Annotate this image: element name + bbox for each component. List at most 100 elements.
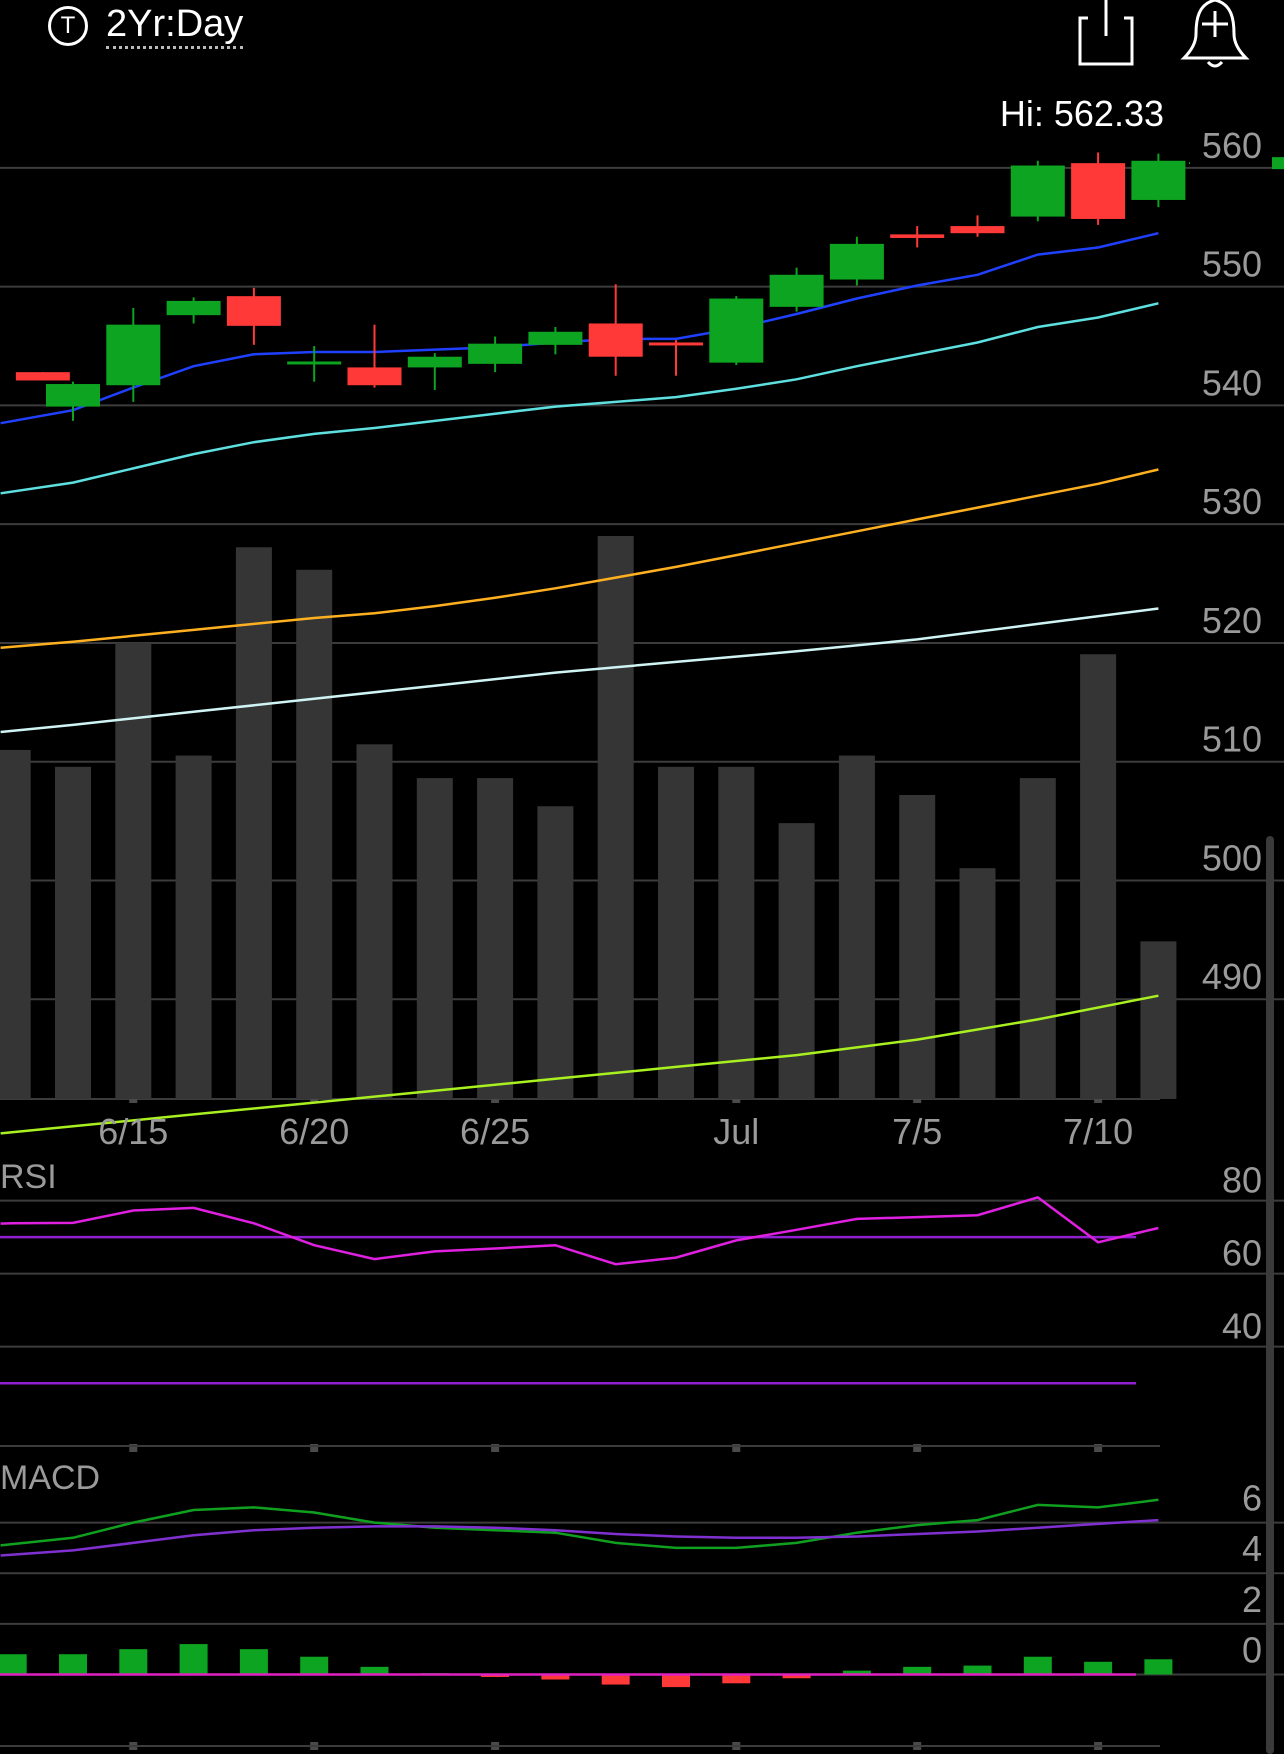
rsi-axis-label: 40: [1222, 1306, 1262, 1347]
volume-bar: [115, 642, 152, 1099]
volume-bar: [899, 794, 936, 1099]
macd-histogram-bar: [481, 1674, 510, 1677]
time-range-selector[interactable]: 2Yr:Day: [106, 2, 244, 49]
rsi-axis-label: 60: [1222, 1233, 1262, 1274]
candle-body: [890, 234, 945, 238]
date-tick: [491, 1444, 500, 1452]
volume-bar: [356, 744, 393, 1099]
volume-bar: [175, 755, 212, 1099]
candle-body: [649, 342, 703, 346]
macd-histogram-bar: [179, 1644, 208, 1675]
macd-histogram-bar: [601, 1674, 630, 1685]
share-icon[interactable]: [1076, 0, 1136, 66]
macd-axis-label: 6: [1242, 1478, 1262, 1519]
candle-body: [829, 243, 884, 280]
macd-panel: [0, 1498, 1284, 1747]
ticker-symbol-icon[interactable]: T: [48, 6, 88, 46]
candle-body: [1071, 163, 1126, 219]
volume-bar: [0, 749, 31, 1099]
volume-bar: [1019, 778, 1056, 1099]
volume-bar: [959, 868, 996, 1099]
add-alert-icon[interactable]: [1180, 0, 1250, 68]
macd-histogram-bar: [903, 1666, 932, 1675]
moving-average-line: [0, 231, 1159, 425]
candle-body: [347, 367, 402, 386]
volume-bars: [0, 536, 1177, 1099]
candle-body: [468, 343, 523, 364]
macd-histogram-bar: [119, 1649, 148, 1675]
candle-body: [407, 356, 462, 368]
date-tick: [310, 1444, 319, 1452]
moving-average-lines: [0, 231, 1159, 1135]
candle-body: [1010, 165, 1065, 217]
macd-histogram-bar: [360, 1666, 389, 1675]
macd-title: MACD: [0, 1459, 100, 1497]
volume-bar: [658, 766, 694, 1099]
price-axis-label: 500: [1202, 837, 1262, 878]
volume-bar: [477, 778, 514, 1099]
candle-body: [1131, 160, 1186, 200]
macd-histogram-bar: [782, 1674, 811, 1679]
date-axis-label: 6/20: [279, 1111, 349, 1152]
volume-bar: [778, 823, 815, 1099]
macd-histogram-bar: [722, 1674, 751, 1684]
price-axis-label: 490: [1202, 956, 1262, 997]
price-axis-label: 560: [1202, 125, 1262, 166]
volume-bar: [1080, 654, 1117, 1099]
volume-bar: [838, 755, 875, 1099]
date-tick: [913, 1444, 922, 1452]
macd-line: [0, 1498, 1159, 1550]
candle-body: [287, 361, 342, 365]
candle-body: [226, 296, 281, 326]
date-tick: [1094, 1444, 1103, 1452]
moving-average-line: [0, 302, 1159, 495]
macd-histogram-bar: [662, 1674, 690, 1688]
rsi-axis-label: 80: [1222, 1160, 1262, 1201]
macd-axis-label: 4: [1242, 1528, 1262, 1569]
date-axis-label: 6/15: [98, 1111, 168, 1152]
candle-body: [15, 372, 70, 381]
macd-histogram-bar: [1023, 1656, 1052, 1675]
price-axis-label: 530: [1202, 481, 1262, 522]
moving-average-line: [0, 607, 1159, 734]
date-tick: [732, 1444, 741, 1452]
macd-line: [0, 1518, 1159, 1557]
volume-bar: [597, 536, 634, 1099]
macd-histogram-bar: [239, 1649, 268, 1675]
scrollbar[interactable]: [1266, 836, 1274, 1754]
macd-histogram-bar: [300, 1656, 329, 1675]
date-axis-label: Jul: [713, 1111, 759, 1152]
volume-bar: [296, 569, 333, 1099]
volume-bar: [718, 766, 755, 1099]
moving-average-line: [0, 994, 1159, 1135]
last-price-marker: [1272, 157, 1284, 170]
date-axis-label: 7/10: [1063, 1111, 1133, 1152]
candle-body: [950, 226, 1005, 234]
macd-histogram-bar: [963, 1665, 992, 1675]
high-price-label: Hi: 562.33: [1000, 93, 1164, 134]
candle-body: [106, 324, 161, 386]
candle-body: [166, 300, 221, 316]
date-axis-label: 6/25: [460, 1111, 530, 1152]
volume-bar: [55, 766, 91, 1099]
macd-axis-label: 2: [1242, 1579, 1262, 1620]
candle-body: [769, 274, 824, 307]
macd-histogram-bar: [1144, 1659, 1173, 1675]
volume-bar: [1140, 941, 1177, 1099]
candle-body: [709, 298, 764, 363]
candle-body: [46, 384, 100, 407]
rsi-panel: [0, 1196, 1284, 1447]
macd-histogram-bar: [842, 1670, 871, 1675]
candle-body: [588, 323, 643, 357]
volume-bar: [416, 778, 453, 1099]
rsi-line: [0, 1196, 1159, 1266]
macd-histogram-bar: [0, 1654, 27, 1675]
macd-axis-label: 0: [1242, 1629, 1262, 1670]
price-axis-label: 540: [1202, 362, 1262, 403]
macd-histogram-bar: [1084, 1661, 1113, 1675]
macd-histogram-bar: [541, 1674, 570, 1680]
volume-bar: [537, 806, 574, 1099]
top-bar: T 2Yr:Day: [0, 0, 1284, 68]
volume-bar: [235, 547, 272, 1099]
